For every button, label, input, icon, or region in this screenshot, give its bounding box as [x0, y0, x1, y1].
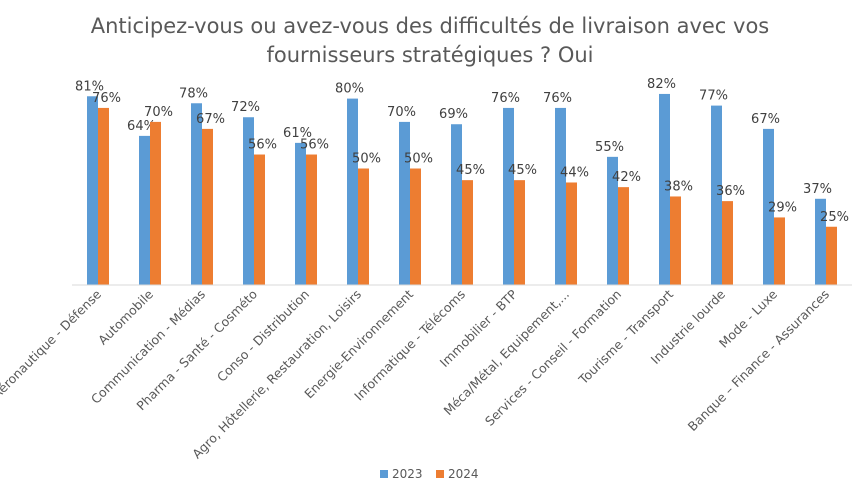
bar-2023-0 — [87, 96, 98, 286]
bar-2024-5 — [358, 168, 369, 285]
category-label-4: Conso - Distribution — [214, 287, 312, 385]
data-label-2024-9: 44% — [560, 165, 589, 180]
data-label-2024-3: 56% — [248, 138, 277, 153]
bar-2023-3 — [243, 117, 254, 286]
data-label-2023-14: 37% — [803, 182, 832, 197]
bar-2023-11 — [659, 93, 670, 285]
bar-2024-3 — [254, 154, 265, 285]
bar-2023-13 — [763, 128, 774, 285]
bar-2023-2 — [191, 103, 202, 285]
category-label-0: Aéronautique - Défense — [0, 286, 104, 401]
legend-label-2024: 2024 — [448, 467, 479, 481]
plot-area: 81%76%64%70%78%67%72%56%61%56%80%50%70%5… — [75, 77, 849, 286]
bar-2024-7 — [462, 180, 473, 285]
bar-2024-2 — [202, 128, 213, 285]
data-label-2023-3: 72% — [231, 100, 260, 115]
bar-2024-10 — [618, 187, 629, 285]
legend-label-2023: 2023 — [392, 467, 423, 481]
data-label-2024-11: 38% — [664, 179, 693, 194]
data-label-2023-9: 76% — [543, 91, 572, 106]
bar-2023-7 — [451, 124, 462, 285]
bar-2023-1 — [139, 135, 150, 285]
data-label-2024-1: 70% — [144, 105, 173, 120]
data-label-2023-8: 76% — [491, 91, 520, 106]
category-label-11: Tourisme - Transport — [575, 286, 676, 387]
data-label-2023-7: 69% — [439, 107, 468, 122]
data-label-2023-0: 81% — [75, 79, 104, 94]
data-label-2023-4: 61% — [283, 126, 312, 141]
data-label-2024-7: 45% — [456, 163, 485, 178]
legend-swatch-2024 — [436, 470, 444, 478]
data-label-2023-5: 80% — [335, 82, 364, 97]
bar-2023-4 — [295, 142, 306, 285]
chart-title-line2: fournisseurs stratégiques ? Oui — [267, 43, 594, 67]
legend-swatch-2023 — [380, 470, 388, 478]
data-label-2023-12: 77% — [699, 89, 728, 104]
bar-2023-6 — [399, 121, 410, 286]
bar-2023-5 — [347, 98, 358, 285]
bar-2024-8 — [514, 180, 525, 285]
bar-2023-12 — [711, 105, 722, 285]
data-label-2024-2: 67% — [196, 112, 225, 127]
data-label-2024-8: 45% — [508, 163, 537, 178]
bar-2023-10 — [607, 156, 618, 285]
data-label-2023-10: 55% — [595, 140, 624, 155]
legend: 2023 2024 — [380, 467, 479, 481]
bar-2023-14 — [815, 198, 826, 285]
bar-2024-1 — [150, 121, 161, 286]
category-labels: Aéronautique - DéfenseAutomobileCommunic… — [0, 286, 832, 461]
bar-2023-9 — [555, 107, 566, 285]
data-label-2024-10: 42% — [612, 170, 641, 185]
bar-2024-6 — [410, 168, 421, 285]
bar-2023-8 — [503, 107, 514, 285]
data-label-2024-13: 29% — [768, 200, 797, 215]
bar-2024-14 — [826, 226, 837, 285]
data-label-2023-6: 70% — [387, 105, 416, 120]
bar-2024-11 — [670, 196, 681, 285]
bar-2024-0 — [98, 107, 109, 285]
bar-2024-9 — [566, 182, 577, 285]
data-label-2023-1: 64% — [127, 119, 156, 134]
data-label-2024-4: 56% — [300, 138, 329, 153]
data-label-2024-12: 36% — [716, 184, 745, 199]
data-label-2023-11: 82% — [647, 77, 676, 92]
bar-2024-13 — [774, 217, 785, 285]
data-label-2023-2: 78% — [179, 86, 208, 101]
chart-title-line1: Anticipez-vous ou avez-vous des difficul… — [91, 14, 769, 38]
data-label-2024-6: 50% — [404, 152, 433, 167]
data-label-2023-13: 67% — [751, 112, 780, 127]
bar-2024-4 — [306, 154, 317, 285]
data-label-2024-14: 25% — [820, 210, 849, 225]
data-label-2024-0: 76% — [92, 91, 121, 106]
data-label-2024-5: 50% — [352, 152, 381, 167]
bar-2024-12 — [722, 201, 733, 285]
